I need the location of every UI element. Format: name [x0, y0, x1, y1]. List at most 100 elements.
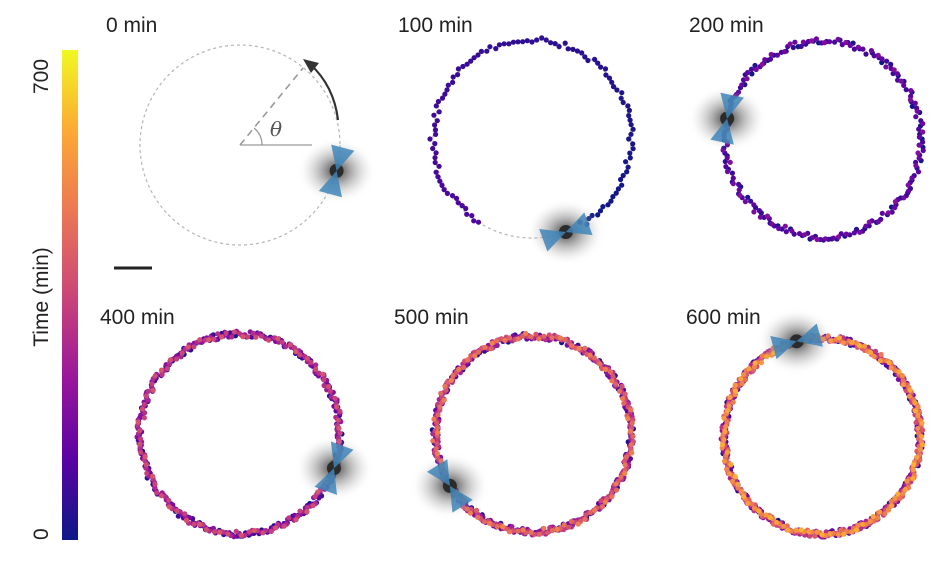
trajectory-point [807, 533, 813, 539]
panel-500-min: 500 min [394, 306, 637, 538]
panel-100-min: 100 min [398, 14, 636, 263]
trajectory-point [336, 425, 342, 431]
trajectory-point [901, 82, 907, 88]
trajectory-point [496, 42, 502, 48]
trajectory-point [313, 366, 319, 372]
trajectory-point [552, 41, 558, 47]
trajectory-point [166, 504, 172, 510]
trajectory-point [724, 466, 730, 472]
trajectory-point [487, 520, 493, 526]
trajectory-point [916, 142, 922, 148]
trajectory-point [253, 334, 259, 340]
trajectory-point [544, 530, 551, 536]
trajectory-point [150, 387, 156, 393]
trajectory-point [568, 518, 575, 525]
trajectory-point [203, 527, 209, 533]
trajectory-point [472, 353, 478, 359]
trajectory-point [879, 59, 885, 66]
trajectory-point [628, 407, 634, 413]
trajectory-point [741, 372, 747, 378]
trajectory-point [900, 378, 907, 384]
trajectory-point [609, 494, 615, 500]
angle-annotation: θ [239, 59, 340, 146]
trajectory-point [260, 530, 266, 536]
trajectory-point [885, 210, 891, 216]
trajectory-point [141, 415, 147, 421]
trajectory-point [625, 103, 631, 109]
trajectory-point [587, 352, 593, 358]
trajectory-point [502, 337, 508, 343]
trajectory-point [732, 382, 738, 388]
trajectory-point [835, 531, 842, 538]
trajectory-point [273, 525, 279, 531]
trajectory-point [916, 155, 922, 161]
trajectory-point [437, 404, 443, 410]
trajectory-point [607, 369, 614, 375]
cell [691, 88, 764, 149]
panel-400-min: 400 min [100, 306, 370, 540]
trajectory-point [297, 508, 303, 514]
cell-lamellipodia [427, 459, 473, 513]
trajectory-point [841, 531, 847, 537]
trajectory-point [475, 219, 482, 225]
trajectory-point [904, 478, 910, 484]
trajectory-point [748, 66, 755, 72]
trajectory-point [812, 533, 818, 539]
trajectory-point [321, 382, 327, 389]
trajectory-point [529, 39, 535, 45]
trajectory-point [626, 113, 632, 119]
trajectory-point [482, 519, 488, 525]
trajectory-point [628, 131, 634, 137]
trajectory-point [628, 442, 634, 448]
trajectory-point [144, 470, 150, 476]
trajectory-point [867, 349, 874, 355]
trajectory-point [442, 383, 448, 389]
trajectory-point [610, 194, 616, 200]
trajectory-point [561, 522, 567, 528]
trajectory-point [215, 331, 221, 337]
trajectory-point [438, 390, 444, 396]
trajectory-point [488, 346, 494, 352]
trajectory-point [475, 514, 481, 520]
trajectory-point [231, 329, 238, 335]
trajectory-point [868, 48, 875, 54]
trajectory-point [749, 71, 755, 77]
trajectory-point [730, 181, 736, 187]
trajectory-point [592, 56, 598, 63]
trajectory-point [724, 419, 730, 425]
trajectory-point [915, 169, 922, 175]
trajectory-point [468, 58, 474, 64]
colorbar-max-label: 700 [30, 59, 53, 94]
trajectory-point [630, 141, 636, 147]
trajectory-point [738, 489, 744, 495]
trajectory-point [800, 39, 807, 45]
trajectory-point [849, 339, 855, 345]
trajectory-point [520, 39, 526, 45]
trajectory-point [152, 481, 158, 487]
trajectory-point [439, 182, 445, 188]
trajectory-point [320, 371, 326, 377]
trajectory-point [613, 481, 619, 487]
trajectory-point [501, 41, 507, 47]
trajectory-point [515, 39, 521, 45]
trajectory-point [732, 388, 739, 394]
trajectory-point [767, 514, 773, 521]
trajectory-point [609, 79, 615, 85]
trajectory-point [432, 141, 438, 147]
trajectory-point [888, 61, 894, 67]
trajectory-point [730, 175, 736, 181]
trajectory-point [835, 36, 841, 43]
trajectory-point [166, 497, 172, 503]
trajectory [429, 330, 637, 538]
trajectory-point [916, 134, 923, 140]
trajectory-point [549, 528, 555, 534]
trajectory-point [141, 401, 148, 407]
panel-600-min: 600 min [686, 306, 926, 540]
trajectory-point [629, 420, 635, 426]
panel-time-label: 500 min [394, 306, 469, 329]
trajectory-point [724, 155, 730, 161]
trajectory-point [759, 353, 766, 359]
panel-time-label: 600 min [686, 306, 761, 329]
trajectory-point [152, 373, 158, 379]
